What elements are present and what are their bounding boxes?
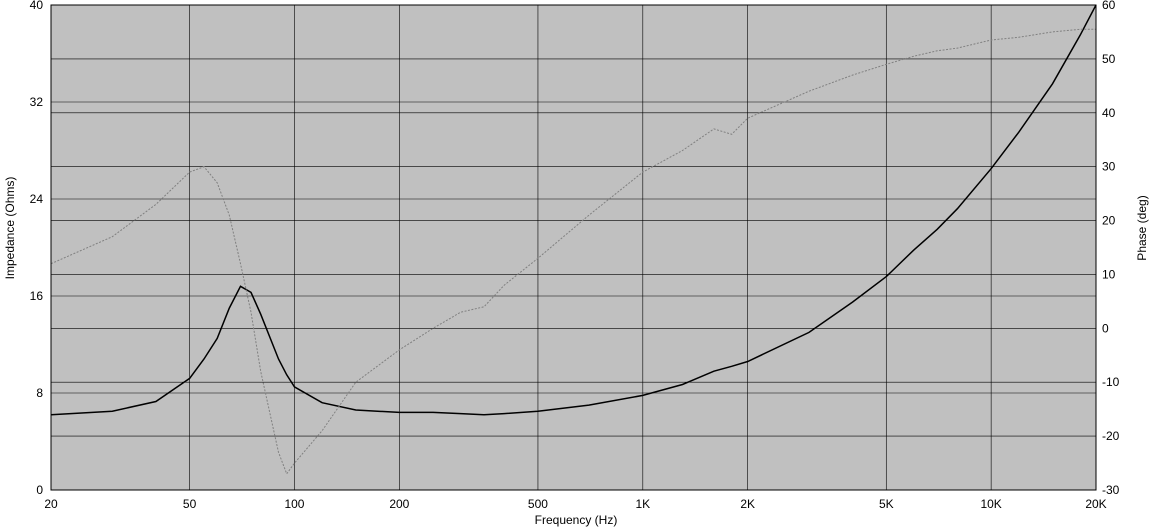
y2-tick-label: 0 [1102,321,1109,335]
y2-tick-label: 30 [1102,160,1116,174]
y-tick-label: 8 [36,386,43,400]
x-tick-label: 2K [740,497,755,511]
y2-tick-label: 10 [1102,267,1116,281]
y2-tick-label: 20 [1102,214,1116,228]
y-tick-label: 16 [30,289,44,303]
x-tick-label: 50 [183,497,197,511]
y2-tick-label: 60 [1102,0,1116,12]
x-tick-label: 1K [635,497,650,511]
impedance-line [50,4,1097,416]
x-axis-label: Frequency (Hz) [535,513,618,527]
x-tick-label: 100 [284,497,304,511]
x-tick-label: 20K [1085,497,1106,511]
x-tick-label: 20 [44,497,58,511]
y-tick-label: 0 [36,483,43,497]
y2-axis-label: Phase (deg) [1135,195,1149,260]
y2-tick-label: 50 [1102,52,1116,66]
y-tick-label: 24 [30,192,44,206]
x-tick-label: 5K [879,497,894,511]
y2-tick-label: -10 [1102,375,1120,389]
x-tick-label: 10K [980,497,1001,511]
x-tick-label: 500 [528,497,548,511]
plot-border [50,4,1097,491]
y-tick-label: 32 [30,95,44,109]
plot-area [51,5,1096,490]
y-tick-label: 40 [30,0,44,12]
y2-tick-label: 40 [1102,106,1116,120]
y2-tick-label: -20 [1102,429,1120,443]
x-tick-label: 200 [389,497,409,511]
y2-tick-label: -30 [1102,483,1120,497]
phase-line [50,28,1096,475]
y-axis-label: Impedance (Ohms) [3,177,17,280]
